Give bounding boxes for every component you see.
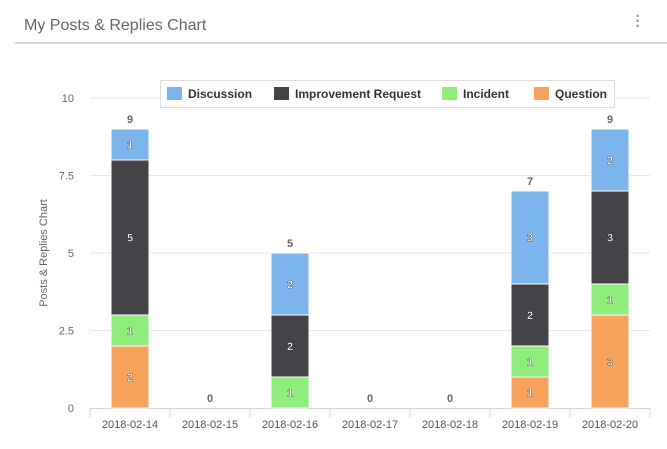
- stack-total-label: 0: [447, 393, 453, 405]
- y-tick-label: 7.5: [59, 171, 74, 183]
- bar-segment-incident: [270, 376, 310, 409]
- bar-segment-improvement-request: [110, 159, 150, 316]
- more-vertical-icon[interactable]: · · ·: [635, 8, 641, 35]
- x-tick-label: 2018-02-18: [422, 419, 478, 431]
- bar-segment-incident: [510, 345, 550, 378]
- x-tick-label: 2018-02-19: [502, 419, 558, 431]
- header-divider: [15, 42, 667, 44]
- data-label: 1: [127, 326, 133, 338]
- legend-swatch: [534, 87, 549, 100]
- x-tick-label: 2018-02-20: [582, 419, 638, 431]
- y-tick-label: 0: [68, 403, 74, 415]
- data-label: 2: [127, 372, 133, 384]
- bar-segment-improvement-request: [590, 190, 630, 285]
- legend-swatch: [274, 87, 289, 100]
- x-tick-label: 2018-02-15: [182, 419, 238, 431]
- bar-segment-discussion: [590, 128, 630, 192]
- data-label: 1: [127, 140, 133, 152]
- data-label: 2: [287, 341, 293, 353]
- y-tick-label: 10: [62, 93, 74, 105]
- stack-total-label: 9: [127, 114, 133, 126]
- legend-item: Improvement Request: [295, 87, 421, 101]
- widget-title: My Posts & Replies Chart: [24, 17, 207, 34]
- data-label: 2: [607, 155, 613, 167]
- legend-item: Question: [555, 87, 607, 101]
- bar-segment-question: [590, 314, 630, 409]
- data-label: 2: [527, 310, 533, 322]
- stack-total-label: 5: [287, 238, 293, 250]
- stack-total-label: 7: [527, 176, 533, 188]
- data-label: 3: [527, 233, 533, 245]
- y-tick-label: 5: [68, 248, 74, 260]
- stack-total-label: 0: [207, 393, 213, 405]
- data-label: 1: [287, 388, 293, 400]
- bar-segment-improvement-request: [510, 283, 550, 347]
- stack-total-label: 9: [607, 114, 613, 126]
- y-axis-title: Posts & Replies Chart: [38, 199, 50, 307]
- data-label: 3: [607, 357, 613, 369]
- x-tick-label: 2018-02-17: [342, 419, 398, 431]
- legend-swatch: [442, 87, 457, 100]
- bar-segment-question: [110, 345, 150, 409]
- stack-total-label: 0: [367, 393, 373, 405]
- bar-segment-discussion: [510, 190, 550, 285]
- bar-segment-improvement-request: [270, 314, 310, 378]
- legend-item: Incident: [463, 87, 509, 101]
- x-tick-label: 2018-02-16: [262, 419, 318, 431]
- bar-segment-discussion: [110, 128, 150, 161]
- data-label: 2: [287, 279, 293, 291]
- y-tick-label: 2.5: [59, 326, 74, 338]
- bar-segment-discussion: [270, 252, 310, 316]
- data-label: 5: [127, 233, 133, 245]
- data-label: 3: [607, 233, 613, 245]
- bar-segment-question: [510, 376, 550, 409]
- data-label: 1: [527, 388, 533, 400]
- legend-swatch: [167, 87, 182, 100]
- x-tick-label: 2018-02-14: [102, 419, 158, 431]
- bar-segment-incident: [590, 283, 630, 316]
- data-label: 1: [527, 357, 533, 369]
- data-label: 1: [607, 295, 613, 307]
- legend-item: Discussion: [188, 87, 252, 101]
